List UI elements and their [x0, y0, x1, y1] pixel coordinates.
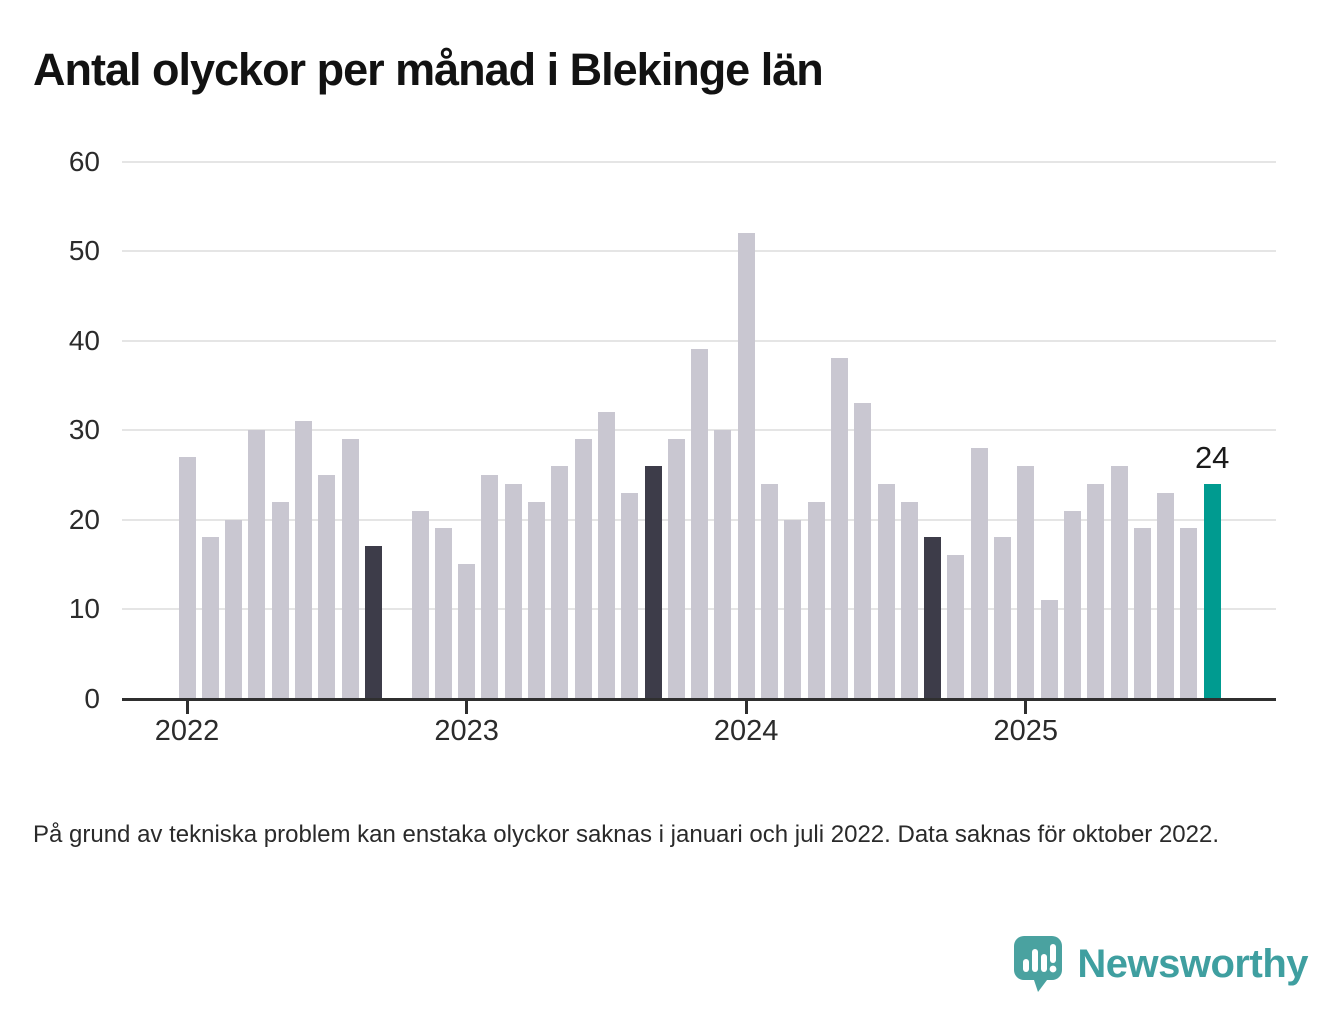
bar-37: [1040, 600, 1058, 699]
bar-39: [1087, 483, 1105, 699]
bar-16: [551, 465, 569, 699]
bar-8: [364, 546, 382, 699]
bar-19: [621, 492, 639, 699]
bar-32: [924, 537, 942, 699]
bar-40: [1110, 465, 1128, 699]
x-axis-line: [122, 697, 1276, 701]
bar-25: [761, 483, 778, 699]
x-tick-2024: [744, 700, 748, 714]
x-axis-label-2024: 2024: [713, 715, 779, 747]
bar-26: [784, 519, 802, 699]
bar-15: [528, 501, 545, 699]
gridline-50: [122, 250, 1276, 252]
y-axis-label-60: 60: [68, 145, 100, 177]
x-axis-label-2022: 2022: [154, 715, 220, 747]
gridline-40: [122, 339, 1276, 342]
bar-33: [947, 555, 965, 699]
bar-36: [1017, 465, 1035, 699]
bar-1: [201, 537, 219, 699]
bar-35: [994, 537, 1011, 699]
x-tick-2022: [185, 700, 189, 714]
bar-41: [1133, 528, 1151, 699]
y-axis-label-20: 20: [68, 503, 100, 535]
x-tick-2023: [465, 700, 469, 714]
chart-footnote: På grund av tekniska problem kan enstaka…: [33, 821, 1220, 848]
bar-10: [411, 510, 429, 699]
bar-6: [318, 474, 336, 699]
chart-title: Antal olyckor per månad i Blekinge län: [33, 44, 824, 95]
bar-11: [434, 528, 452, 699]
newsworthy-logo-icon: [1014, 936, 1063, 992]
newsworthy-logo-text: Newsworthy: [1077, 941, 1308, 986]
bar-42: [1157, 492, 1175, 699]
bar-0: [178, 456, 196, 699]
gridline-60: [122, 160, 1276, 163]
bar-24: [737, 233, 755, 699]
bar-27: [807, 501, 825, 699]
bar-38: [1063, 510, 1081, 699]
x-tick-2025: [1024, 700, 1028, 714]
bar-2: [225, 519, 243, 699]
y-axis-label-30: 30: [68, 414, 100, 445]
bar-17: [574, 438, 592, 699]
y-axis-label-50: 50: [68, 235, 100, 266]
bar-30: [877, 483, 895, 699]
bar-7: [341, 438, 359, 699]
bar-44: [1203, 483, 1221, 699]
y-axis-label-40: 40: [68, 324, 100, 356]
bar-23: [714, 430, 732, 699]
bar-22: [691, 349, 709, 699]
x-axis-label-2023: 2023: [434, 715, 499, 747]
bar-14: [504, 483, 522, 699]
bar-13: [481, 474, 499, 699]
y-axis-label-0: 0: [84, 682, 100, 714]
bar-4: [271, 501, 289, 699]
bar-18: [597, 412, 615, 699]
bar-28: [830, 358, 848, 699]
newsworthy-logo: Newsworthy: [1014, 936, 1308, 992]
bar-21: [667, 438, 685, 699]
bar-43: [1180, 528, 1198, 699]
bar-31: [900, 501, 918, 699]
bar-34: [970, 447, 988, 699]
bar-5: [295, 421, 312, 699]
x-axis-label-2025: 2025: [993, 715, 1059, 747]
y-axis-label-10: 10: [68, 593, 100, 624]
bar-20: [644, 465, 662, 699]
highlight-value-label: 24: [1194, 439, 1230, 475]
bar-12: [458, 564, 476, 699]
bar-3: [248, 430, 266, 699]
bar-29: [854, 403, 872, 699]
